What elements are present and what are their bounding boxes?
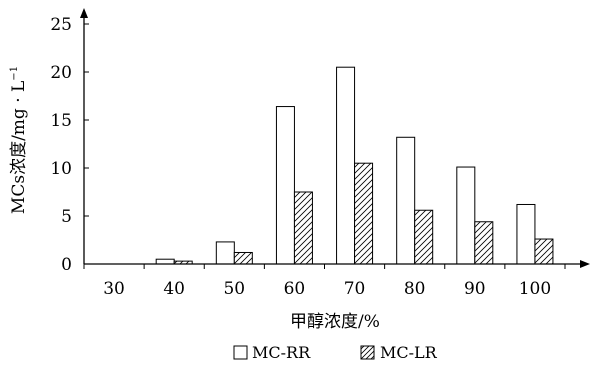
bar-mc-lr-50 [233,251,253,265]
bars-layer [155,66,554,265]
legend-label-mc-rr: MC-RR [252,343,311,362]
bar-mc-lr-90 [474,221,494,265]
bar-mc-rr-90 [456,166,476,265]
x-tick-label-90: 90 [464,279,486,299]
x-tick-label-30: 30 [103,279,125,299]
y-axis-arrow [80,8,88,18]
y-tick-label-10: 10 [50,159,72,179]
x-tick-label-100: 100 [519,279,551,299]
x-axis-arrow [580,260,590,268]
x-tick-label-50: 50 [223,279,245,299]
legend-swatch-mc-lr [360,345,375,360]
bar-mc-lr-70 [354,162,374,265]
y-tick-label-0: 0 [61,255,72,275]
x-tick-label-40: 40 [163,279,185,299]
legend-swatch-mc-rr [233,345,248,360]
bar-mc-lr-100 [534,238,554,265]
y-tick-label-5: 5 [61,207,72,227]
bar-mc-rr-100 [516,203,536,265]
x-axis-title: 甲醇浓度/% [290,312,380,332]
bar-mc-lr-60 [293,191,313,265]
bar-mc-rr-60 [275,106,295,265]
bar-mc-lr-80 [414,209,434,265]
y-tick-label-25: 25 [50,15,72,35]
x-tick-label-80: 80 [404,279,426,299]
labels-layer: 0 5 10 15 20 25 30 40 50 60 70 80 90 100 [50,15,551,299]
y-tick-label-15: 15 [50,111,72,131]
y-tick-label-20: 20 [50,63,72,83]
bar-mc-rr-70 [336,66,356,265]
x-tick-label-70: 70 [344,279,366,299]
y-axis-title: MCs浓度/mg · L−1 [9,66,29,214]
legend: MC-RR MC-LR [233,343,438,362]
bar-mc-rr-50 [215,241,235,265]
x-tick-label-60: 60 [284,279,306,299]
y-axis-title-superscript: −1 [9,66,20,81]
axes-layer [80,8,590,269]
legend-label-mc-lr: MC-LR [380,343,438,362]
bar-mc-rr-80 [396,136,416,265]
bar-mc-rr-40 [155,258,175,265]
y-axis-title-main: MCs浓度/mg · L [9,81,29,214]
